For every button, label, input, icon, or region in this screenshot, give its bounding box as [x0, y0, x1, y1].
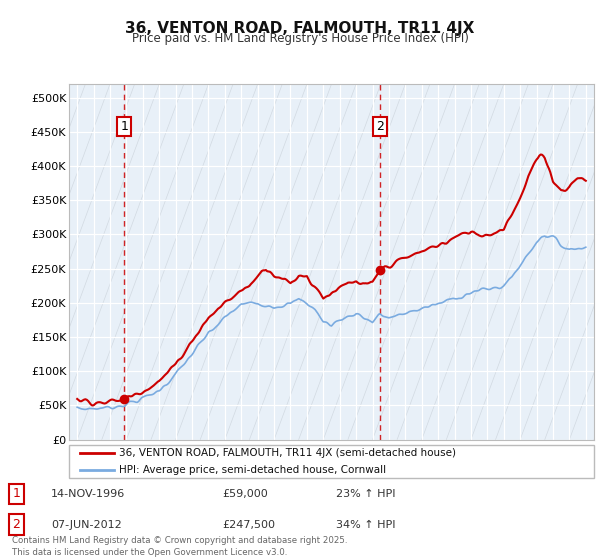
FancyBboxPatch shape	[69, 445, 594, 478]
Text: Contains HM Land Registry data © Crown copyright and database right 2025.
This d: Contains HM Land Registry data © Crown c…	[12, 536, 347, 557]
Text: HPI: Average price, semi-detached house, Cornwall: HPI: Average price, semi-detached house,…	[119, 465, 386, 475]
Text: 2: 2	[376, 120, 383, 133]
Text: 1: 1	[12, 487, 20, 501]
Text: 07-JUN-2012: 07-JUN-2012	[51, 520, 122, 530]
Text: 1: 1	[121, 120, 128, 133]
Text: 36, VENTON ROAD, FALMOUTH, TR11 4JX: 36, VENTON ROAD, FALMOUTH, TR11 4JX	[125, 21, 475, 36]
Text: 23% ↑ HPI: 23% ↑ HPI	[336, 489, 395, 499]
Text: Price paid vs. HM Land Registry's House Price Index (HPI): Price paid vs. HM Land Registry's House …	[131, 32, 469, 45]
Text: 2: 2	[12, 518, 20, 531]
Text: £247,500: £247,500	[222, 520, 275, 530]
Text: 34% ↑ HPI: 34% ↑ HPI	[336, 520, 395, 530]
Text: 36, VENTON ROAD, FALMOUTH, TR11 4JX (semi-detached house): 36, VENTON ROAD, FALMOUTH, TR11 4JX (sem…	[119, 448, 456, 458]
Text: £59,000: £59,000	[222, 489, 268, 499]
Text: 14-NOV-1996: 14-NOV-1996	[51, 489, 125, 499]
